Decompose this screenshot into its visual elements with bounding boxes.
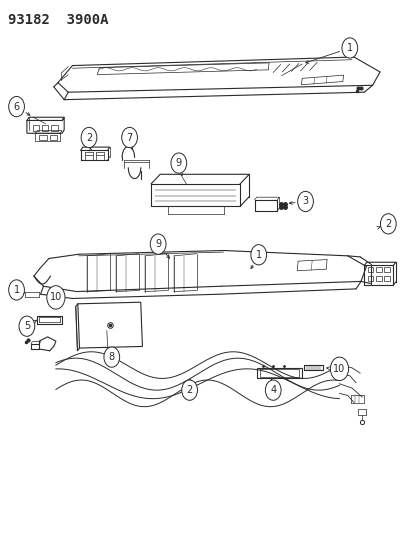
Circle shape [150, 234, 166, 254]
Circle shape [380, 214, 395, 234]
Circle shape [171, 153, 186, 173]
Bar [375, 267, 381, 272]
Circle shape [341, 38, 357, 58]
Circle shape [104, 347, 119, 367]
Text: 9: 9 [155, 239, 161, 249]
Bar [367, 267, 373, 272]
Text: 1: 1 [346, 43, 352, 53]
Bar [39, 135, 47, 140]
Circle shape [265, 380, 280, 400]
Bar [51, 125, 57, 131]
Text: 2: 2 [384, 219, 391, 229]
Text: 5: 5 [24, 321, 30, 331]
Bar [383, 267, 389, 272]
Text: 2: 2 [85, 133, 92, 142]
Bar [367, 276, 373, 281]
Text: 10: 10 [332, 364, 345, 374]
Text: 93182  3900A: 93182 3900A [8, 13, 109, 27]
Text: 7: 7 [126, 133, 133, 142]
Bar [375, 276, 381, 281]
Bar [33, 125, 39, 131]
Circle shape [297, 191, 313, 212]
Text: 2: 2 [186, 385, 192, 395]
Circle shape [9, 96, 24, 117]
Circle shape [330, 357, 348, 381]
Circle shape [121, 127, 137, 148]
Circle shape [250, 245, 266, 265]
Bar [42, 125, 48, 131]
Text: 8: 8 [109, 352, 114, 362]
Bar [383, 276, 389, 281]
Text: 3: 3 [302, 197, 308, 206]
Circle shape [47, 286, 65, 309]
Circle shape [9, 280, 24, 300]
Text: 6: 6 [14, 102, 19, 111]
Circle shape [19, 316, 35, 336]
Text: 1: 1 [14, 285, 19, 295]
Text: 9: 9 [176, 158, 181, 168]
Bar [50, 135, 57, 140]
Text: 1: 1 [255, 250, 261, 260]
Text: 4: 4 [270, 385, 275, 395]
Circle shape [181, 380, 197, 400]
Circle shape [81, 127, 97, 148]
Text: 10: 10 [50, 293, 62, 302]
